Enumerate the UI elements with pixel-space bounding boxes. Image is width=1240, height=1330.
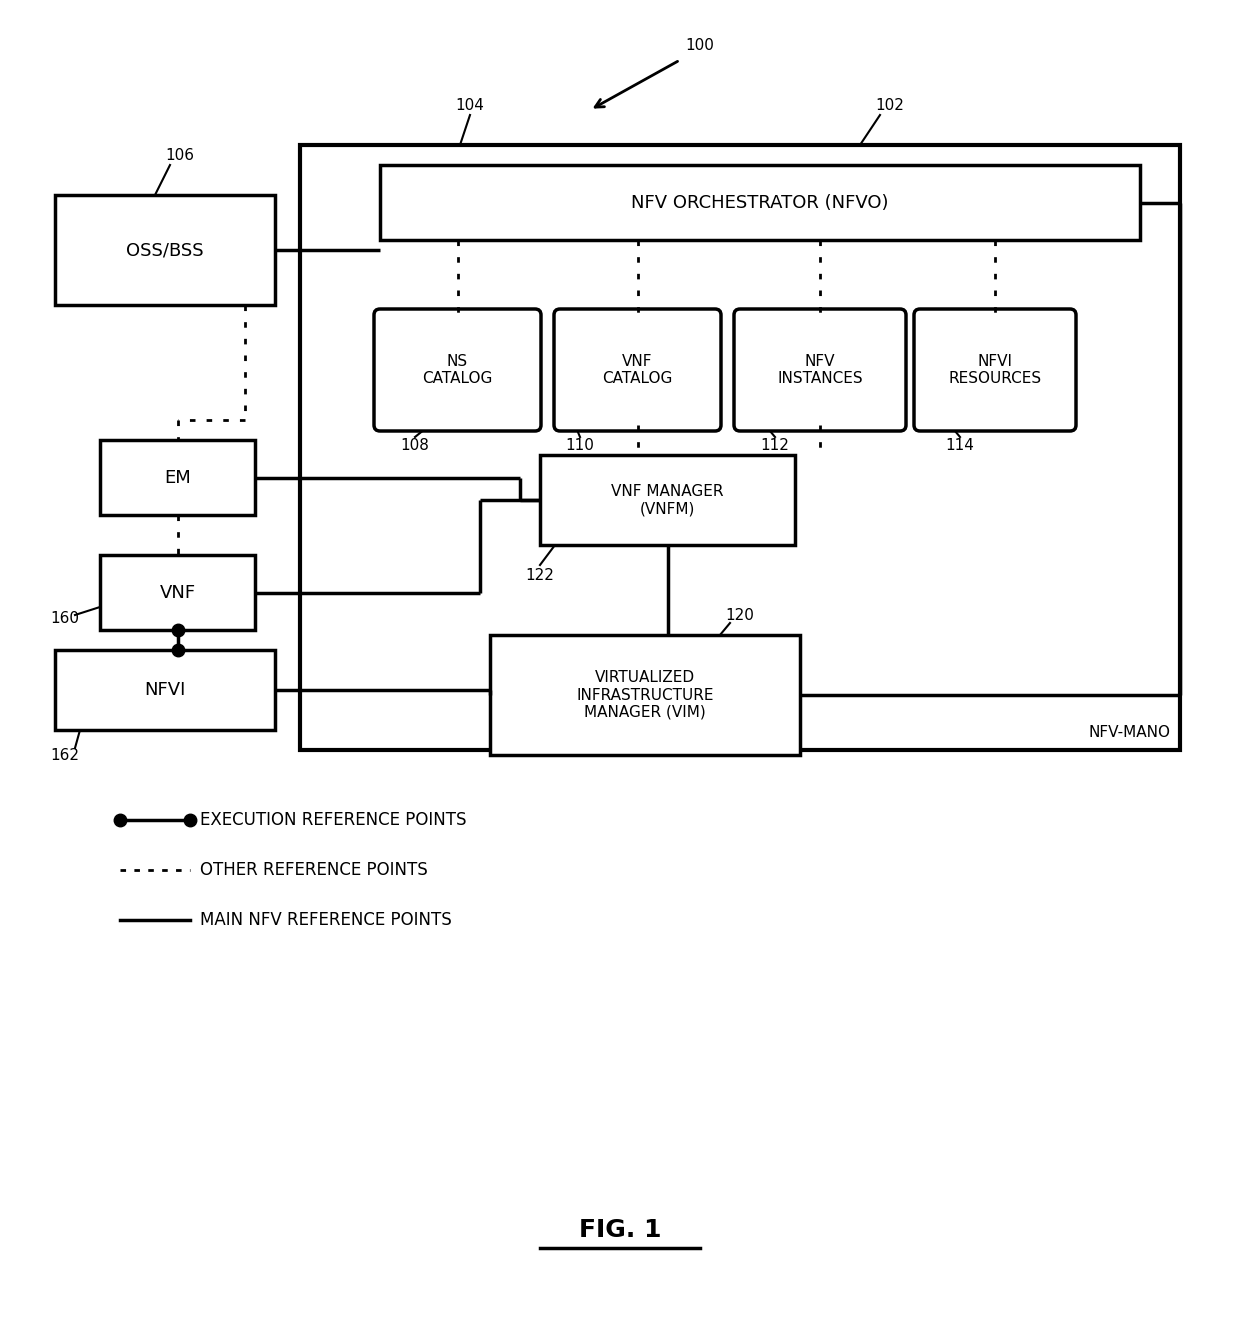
Text: VIRTUALIZED
INFRASTRUCTURE
MANAGER (VIM): VIRTUALIZED INFRASTRUCTURE MANAGER (VIM) [577,670,714,720]
Text: 114: 114 [946,438,975,452]
Bar [55,196,275,305]
Text: NS
CATALOG: NS CATALOG [423,354,492,386]
Text: 106: 106 [165,148,195,162]
Text: VNF
CATALOG: VNF CATALOG [603,354,672,386]
Text: NFV ORCHESTRATOR (NFVO): NFV ORCHESTRATOR (NFVO) [631,193,889,211]
Bar [100,440,255,515]
Text: EXECUTION REFERENCE POINTS: EXECUTION REFERENCE POINTS [200,811,466,829]
FancyBboxPatch shape [554,309,720,431]
Text: 104: 104 [455,97,485,113]
Text: 120: 120 [725,608,754,622]
Bar [300,145,1180,750]
Text: 112: 112 [760,438,790,452]
Text: 102: 102 [875,97,904,113]
Text: MAIN NFV REFERENCE POINTS: MAIN NFV REFERENCE POINTS [200,911,451,928]
Bar [490,634,800,755]
Text: OSS/BSS: OSS/BSS [126,241,203,259]
Text: NFVI
RESOURCES: NFVI RESOURCES [949,354,1042,386]
FancyBboxPatch shape [734,309,906,431]
Text: 122: 122 [526,568,554,583]
Text: NFVI: NFVI [144,681,186,700]
Text: 162: 162 [51,747,79,762]
Text: EM: EM [164,468,191,487]
FancyBboxPatch shape [374,309,541,431]
Text: 160: 160 [51,610,79,625]
Text: 110: 110 [565,438,594,452]
Text: 100: 100 [686,37,714,52]
Text: NFV-MANO: NFV-MANO [1087,725,1171,739]
Text: 108: 108 [401,438,429,452]
Bar [100,555,255,630]
Bar [379,165,1140,239]
Text: VNF MANAGER
(VNFM): VNF MANAGER (VNFM) [611,484,724,516]
Text: FIG. 1: FIG. 1 [579,1218,661,1242]
FancyBboxPatch shape [914,309,1076,431]
Bar [55,650,275,730]
Text: OTHER REFERENCE POINTS: OTHER REFERENCE POINTS [200,861,428,879]
Text: VNF: VNF [160,584,196,601]
Bar [539,455,795,545]
Text: NFV
INSTANCES: NFV INSTANCES [777,354,863,386]
